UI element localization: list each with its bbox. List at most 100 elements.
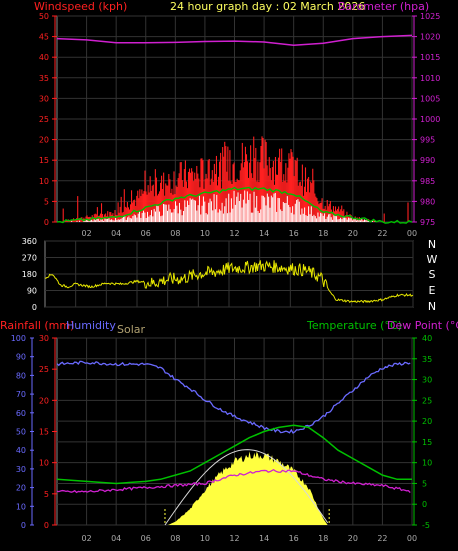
direction-tick-label: 270 — [22, 254, 37, 263]
temperature-tick-label: 0 — [422, 500, 427, 509]
x-tick-label: 18 — [318, 534, 328, 543]
rain-tick-label: 30 — [39, 334, 49, 343]
temperature-y-axis: -5 0 5 10 15 20 25 30 35 40 — [412, 334, 432, 530]
wind-tick-label: 0 — [44, 218, 49, 227]
compass-label: E — [429, 284, 436, 297]
wind-tick-label: 50 — [39, 12, 49, 21]
barometer-tick-label: 1020 — [420, 33, 440, 42]
wind-axis-title: Windspeed (kph) — [34, 0, 127, 13]
humidity-tick-label: 70 — [16, 390, 26, 399]
direction-tick-label: 0 — [32, 303, 37, 312]
x-tick-label: 14 — [259, 534, 269, 543]
x-tick-label: 18 — [318, 229, 328, 238]
wind-tick-label: 25 — [39, 115, 49, 124]
humidity-tick-label: 30 — [16, 465, 26, 474]
direction-tick-label: 360 — [22, 237, 37, 246]
barometer-tick-label: 980 — [420, 197, 435, 206]
x-tick-label: 14 — [259, 229, 269, 238]
barometer-tick-label: 985 — [420, 177, 435, 186]
x-tick-label: 12 — [229, 229, 239, 238]
humidity-tick-label: 100 — [11, 334, 26, 343]
humidity-tick-label: 60 — [16, 409, 26, 418]
x-tick-label: 10 — [200, 229, 210, 238]
direction-y-axis: 0 90 180 270 360 — [22, 237, 37, 312]
wind-tick-label: 30 — [39, 94, 49, 103]
wind-grid — [57, 15, 413, 223]
humidity-tick-label: 0 — [21, 521, 26, 530]
x-tick-label: 00 — [407, 534, 417, 543]
temperature-tick-label: 20 — [422, 417, 432, 426]
direction-grid — [45, 240, 414, 308]
humidity-axis-title: Humidity — [66, 319, 116, 332]
rain-tick-label: 20 — [39, 396, 49, 405]
wind-tick-label: 40 — [39, 53, 49, 62]
wind-y-axis: 0 5 10 15 20 25 30 35 40 45 50 — [39, 12, 57, 227]
compass-label: S — [429, 268, 436, 281]
barometer-tick-label: 1015 — [420, 53, 440, 62]
dewpoint-line — [56, 468, 411, 494]
x-tick-label: 22 — [377, 229, 387, 238]
wind-tick-label: 35 — [39, 74, 49, 83]
direction-tick-label: 90 — [27, 287, 37, 296]
temperature-line — [56, 424, 412, 485]
wind-tick-label: 10 — [39, 177, 49, 186]
wind-series — [56, 34, 413, 224]
barometer-tick-label: 1025 — [420, 12, 440, 21]
x-tick-label: 20 — [348, 229, 358, 238]
humidity-tick-label: 40 — [16, 446, 26, 455]
direction-tick-label: 180 — [22, 270, 37, 279]
humidity-tick-label: 10 — [16, 502, 26, 511]
solar-max-curve — [164, 449, 329, 526]
x-tick-label: 20 — [348, 534, 358, 543]
humidity-tick-label: 20 — [16, 484, 26, 493]
temperature-tick-label: 35 — [422, 355, 432, 364]
rain-tick-label: 10 — [39, 459, 49, 468]
compass-label: N — [428, 238, 436, 251]
rain-tick-label: 15 — [39, 428, 49, 437]
barometer-tick-label: 990 — [420, 156, 435, 165]
barometer-axis-title: Barometer (hpa) — [338, 0, 429, 13]
wind-x-axis: 02 04 06 08 10 12 14 16 18 20 22 00 — [81, 229, 417, 238]
rain-tick-label: 25 — [39, 365, 49, 374]
barometer-y-axis: 975 980 985 990 995 1000 1005 1010 1015 1020 1025 — [412, 12, 440, 227]
direction-series — [44, 260, 414, 304]
temperature-tick-label: -5 — [422, 521, 430, 530]
x-tick-label: 00 — [407, 229, 417, 238]
barometer-tick-label: 1010 — [420, 74, 440, 83]
x-tick-label: 06 — [141, 229, 151, 238]
x-tick-label: 08 — [170, 229, 180, 238]
temperature-tick-label: 15 — [422, 438, 432, 447]
barometer-tick-label: 995 — [420, 136, 435, 145]
humidity-tick-label: 90 — [16, 353, 26, 362]
temperature-axis-title: Temperature (°C) — [306, 319, 402, 332]
x-tick-label: 04 — [111, 229, 121, 238]
wind-tick-label: 15 — [39, 156, 49, 165]
temperature-tick-label: 25 — [422, 396, 432, 405]
rain-tick-label: 5 — [44, 490, 49, 499]
x-tick-label: 16 — [289, 229, 299, 238]
barometer-tick-label: 1005 — [420, 94, 440, 103]
x-tick-label: 04 — [111, 534, 121, 543]
compass-label: W — [427, 253, 438, 266]
chart-title: 24 hour graph day : 02 March 2026 — [170, 0, 365, 13]
temperature-series — [56, 360, 412, 526]
humidity-tick-label: 50 — [16, 428, 26, 437]
wind-tick-label: 20 — [39, 136, 49, 145]
rain-y-axis: 0 5 10 15 20 25 30 — [39, 334, 57, 530]
rain-axis-title: Rainfall (mm) — [0, 319, 74, 332]
x-tick-label: 08 — [170, 534, 180, 543]
x-tick-label: 16 — [289, 534, 299, 543]
compass-label: N — [428, 300, 436, 313]
x-tick-label: 02 — [81, 534, 91, 543]
x-tick-label: 12 — [229, 534, 239, 543]
direction-line — [44, 260, 414, 304]
x-tick-label: 06 — [141, 534, 151, 543]
x-tick-label: 22 — [377, 534, 387, 543]
solar-title: Solar — [117, 323, 146, 336]
temperature-tick-label: 5 — [422, 479, 427, 488]
rain-tick-label: 0 — [44, 521, 49, 530]
humidity-tick-label: 80 — [16, 371, 26, 380]
barometer-line — [56, 34, 413, 47]
